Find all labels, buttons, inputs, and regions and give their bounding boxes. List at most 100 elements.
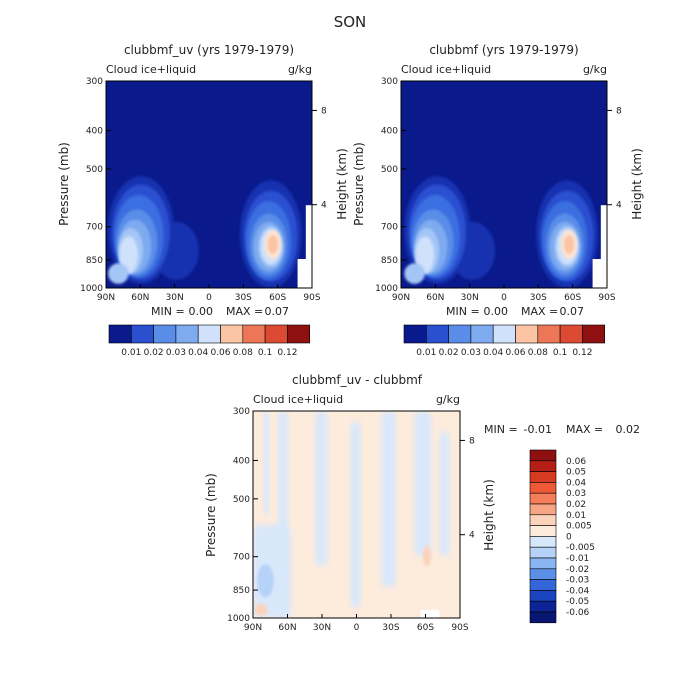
min-label: MIN = (151, 305, 185, 318)
colorbar-label: 0.04 (188, 348, 208, 358)
colorbar-label: 0.02 (144, 348, 164, 358)
y-tick-label: 300 (233, 407, 250, 417)
contour-band (422, 545, 432, 567)
x-tick-label: 90S (451, 623, 468, 633)
contour-band (563, 235, 575, 254)
field-label: Cloud ice+liquid (401, 63, 491, 76)
y2-tick-label: 4 (321, 201, 327, 211)
colorbar-box (175, 324, 199, 344)
colorbar-label: 0.01 (121, 348, 141, 358)
y-tick-label: 400 (381, 126, 398, 136)
colorbar-label: -0.06 (566, 608, 590, 618)
page-title: SON (334, 13, 367, 31)
colorbar-box (529, 482, 557, 494)
y2-axis-label: Height (km) (335, 148, 349, 219)
colorbar-box (425, 324, 449, 344)
field-label: Cloud ice+liquid (253, 393, 343, 406)
colorbar: 0.01 0.02 0.03 0.04 0.06 0.08 0.1 0.12 (108, 324, 310, 358)
x-tick-label: 30N (313, 623, 331, 633)
colorbar-box (529, 471, 557, 483)
y2-axis-label: Height (km) (482, 479, 496, 550)
colorbar-label: 0.12 (572, 348, 592, 358)
x-tick-label: 90S (598, 293, 615, 303)
colorbar-box (529, 514, 557, 526)
y2-axis-label: Height (km) (630, 148, 644, 219)
contour-band (119, 236, 138, 274)
y-tick-label: 1000 (227, 614, 250, 624)
colorbar-label: 0.01 (566, 511, 586, 521)
colorbar-label: -0.02 (566, 565, 589, 575)
x-tick-label: 60N (278, 623, 296, 633)
colorbar-label: 0.04 (483, 348, 503, 358)
x-tick-labels: 90N 60N 30N 0 30S 60S 90S (97, 284, 321, 303)
y2-tick-label: 4 (469, 531, 475, 541)
x-tick-label: 30N (461, 293, 479, 303)
colorbar-box (448, 324, 472, 344)
colorbar-label: 0 (566, 532, 572, 542)
colorbar-label: -0.01 (566, 554, 589, 564)
colorbar-box (492, 324, 516, 344)
y-tick-label: 1000 (80, 284, 103, 294)
max-value: 0.07 (265, 305, 290, 318)
stats-line: MIN = 0.00 MAX = 0.07 (446, 305, 584, 318)
colorbar: 0.060.050.040.030.020.010.0050-0.005-0.0… (529, 449, 595, 624)
colorbar-box (242, 324, 266, 344)
y2-tick-labels: 84 (460, 436, 475, 541)
colorbar-box (529, 579, 557, 591)
max-label: MAX = (566, 423, 603, 436)
plot-area (253, 411, 460, 618)
colorbar-box (529, 611, 557, 624)
plot-area (401, 81, 607, 288)
y2-tick-labels: 84 (312, 106, 327, 211)
colorbar-box (470, 324, 494, 344)
y2-tick-labels: 84 (607, 106, 622, 211)
colorbar-label: 0.12 (277, 348, 297, 358)
x-tick-label: 0 (501, 293, 507, 303)
colorbar-label: -0.005 (566, 543, 595, 553)
y2-tick-label: 8 (469, 436, 475, 446)
colorbar-box (529, 557, 557, 570)
y-tick-label: 850 (233, 586, 250, 596)
contour-band (350, 421, 361, 608)
contour-band (415, 236, 435, 274)
x-tick-label: 60N (131, 293, 149, 303)
stats-line: MIN = -0.01 MAX = 0.02 (484, 423, 640, 436)
y-tick-label: 700 (381, 223, 398, 233)
colorbar-box (529, 568, 557, 580)
colorbar-label: 0.03 (166, 348, 186, 358)
x-tick-label: 30S (235, 293, 252, 303)
colorbar-label: 0.1 (258, 348, 272, 358)
colorbar-label: 0.02 (439, 348, 459, 358)
max-label: MAX = (226, 305, 263, 318)
y-axis-label: Pressure (mb) (204, 473, 218, 557)
missing-data-area (297, 259, 312, 288)
y-tick-labels: 300 400 500 700 850 1000 (375, 77, 406, 294)
colorbar-label: 0.005 (566, 522, 592, 532)
x-tick-label: 60N (426, 293, 444, 303)
min-value: -0.01 (524, 423, 552, 436)
contour-band (414, 411, 432, 556)
colorbar-label: 0.03 (566, 489, 586, 499)
plot-area (106, 81, 312, 288)
contour-band (267, 235, 279, 254)
colorbar-box (153, 324, 177, 344)
y2-tick-label: 8 (616, 106, 622, 116)
y-axis-label: Pressure (mb) (57, 142, 71, 226)
contour-band (439, 431, 450, 556)
x-tick-labels: 90N 60N 30N 0 30S 60S 90S (244, 614, 469, 633)
colorbar-box (529, 449, 557, 462)
x-tick-label: 30S (530, 293, 547, 303)
colorbar-label: 0.1 (553, 348, 567, 358)
y2-tick-label: 4 (616, 201, 622, 211)
colorbar-box (529, 525, 557, 537)
max-label: MAX = (521, 305, 558, 318)
colorbar-box (529, 503, 557, 516)
max-value: 0.07 (560, 305, 585, 318)
x-tick-label: 90S (303, 293, 320, 303)
panel-title: clubbmf_uv - clubbmf (292, 373, 423, 387)
panel-left: clubbmf_uv (yrs 1979-1979) Cloud ice+liq… (57, 43, 349, 358)
colorbar-box (529, 492, 557, 505)
contour-band (255, 603, 268, 616)
contour-band (263, 411, 270, 515)
x-tick-label: 90N (244, 623, 262, 633)
